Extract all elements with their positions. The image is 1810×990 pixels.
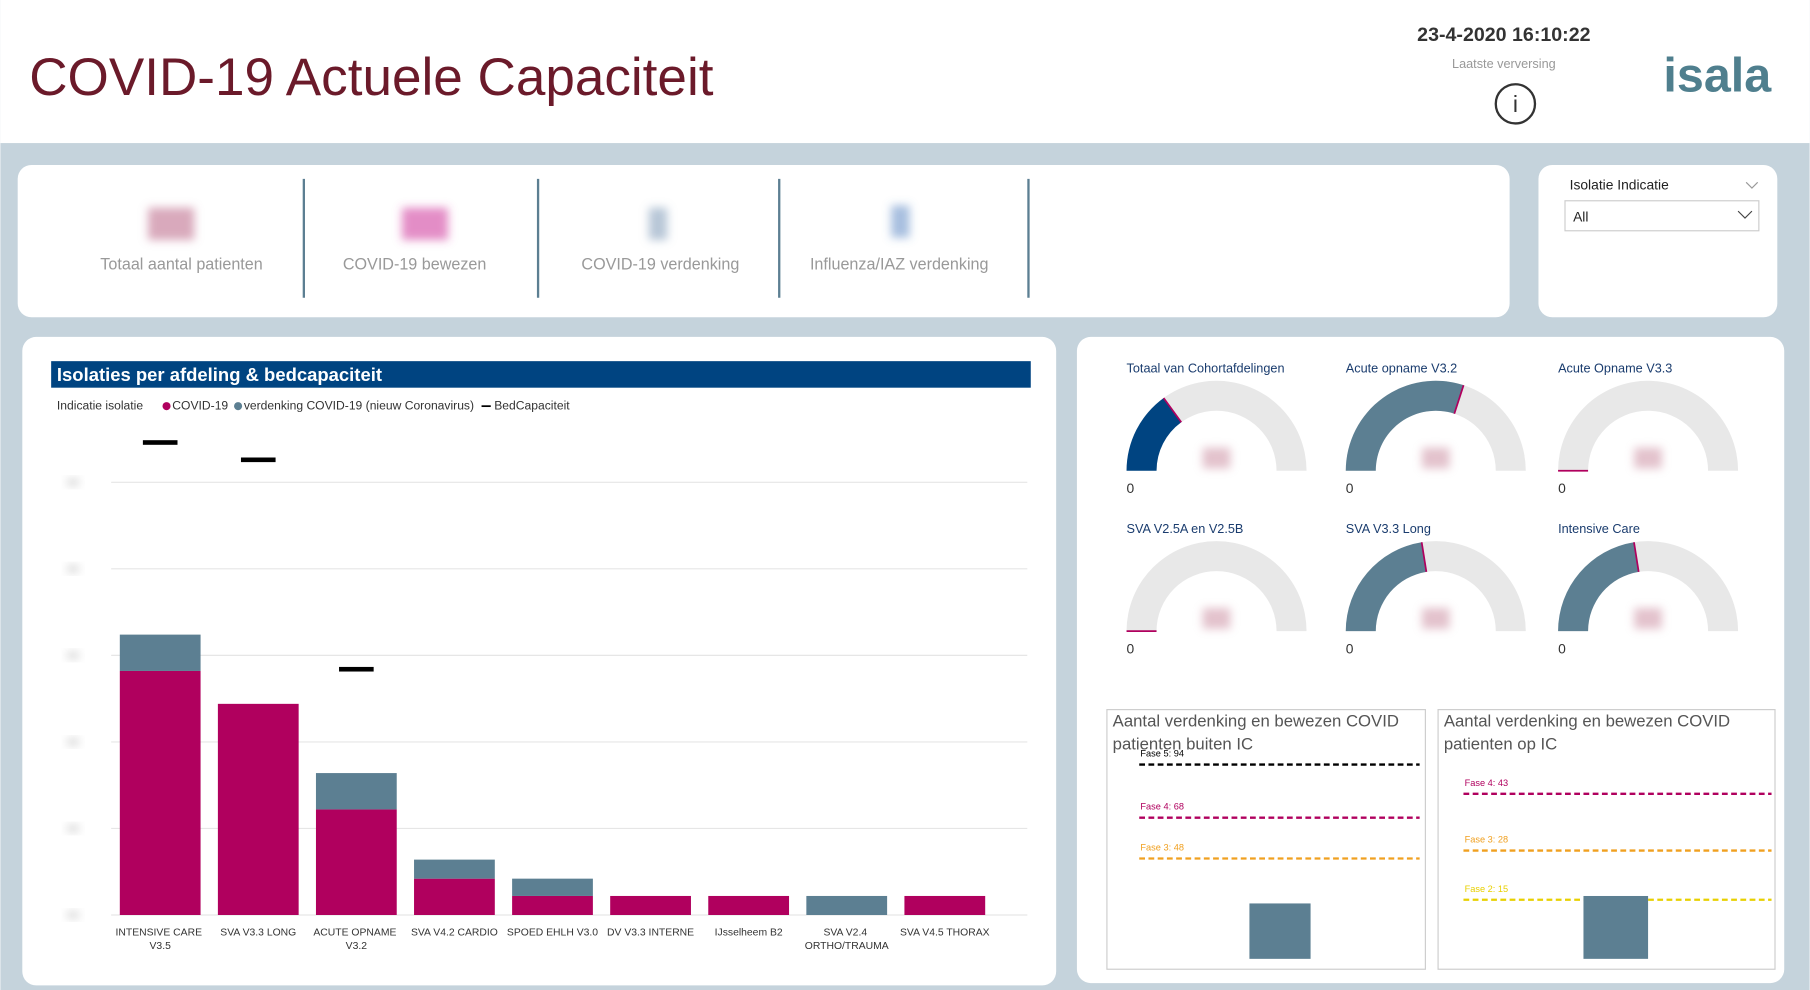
gauge-title: SVA V3.3 Long (1346, 522, 1431, 536)
phase-label: Fase 4: 43 (1465, 778, 1509, 788)
blurred-tick-label (67, 651, 79, 659)
gauge-min: 0 (1127, 640, 1135, 656)
phase-title: Aantal verdenking en bewezen COVID patie… (1444, 712, 1735, 754)
bar-segment (119, 634, 201, 671)
gauge-title: Acute Opname V3.3 (1558, 362, 1672, 376)
kpi-panel (17, 165, 1510, 318)
gauge-min: 0 (1346, 640, 1354, 656)
blurred-tick-label (67, 565, 79, 573)
phase-bar (1583, 895, 1649, 959)
bar-segment (217, 703, 299, 915)
phase-title: Aantal verdenking en bewezen COVID patie… (1113, 712, 1404, 754)
legend-label: COVID-19 (172, 398, 228, 412)
bar-segment (904, 895, 986, 915)
x-tick-label: SVA V4.2 CARDIO (411, 927, 498, 938)
gauge-title: SVA V2.5A en V2.5B (1127, 522, 1244, 536)
info-button[interactable]: i (1494, 83, 1537, 125)
gauge-track (1126, 380, 1307, 471)
legend-title: Indicatie isolatie (57, 398, 143, 412)
blurred-tick-label (67, 825, 79, 832)
kpi-dividers (302, 178, 1030, 298)
x-tick-label: IJsselheem B2 (715, 927, 783, 938)
capacity-marker (339, 666, 374, 672)
x-tick-label: SVA V2.4 ORTHO/TRAUMA (805, 927, 889, 952)
gauge-fill (1126, 397, 1182, 471)
refresh-label: Laatste verversing (1452, 57, 1556, 71)
bar-segment (708, 895, 790, 915)
phase-label: Fase 4: 68 (1140, 802, 1184, 812)
collapse-icon[interactable] (1745, 181, 1759, 189)
x-tick-label: SVA V3.3 LONG (220, 927, 296, 938)
svg-text:i: i (1513, 91, 1518, 117)
gauge-title: Acute opname V3.2 (1346, 362, 1457, 376)
phase-label: Fase 3: 48 (1140, 843, 1184, 853)
bar-segment (512, 878, 593, 896)
gauge-track (1126, 541, 1307, 632)
blurred-gauge-value (1634, 608, 1662, 629)
gauge-title: Intensive Care (1558, 522, 1640, 536)
legend-marker (162, 402, 171, 411)
phase-label: Fase 2: 15 (1465, 884, 1509, 894)
gauge-title: Totaal van Cohortafdelingen (1127, 362, 1285, 376)
gauge-min: 0 (1558, 640, 1566, 656)
legend-label: BedCapaciteit (494, 398, 570, 412)
x-tick-label: ACUTE OPNAME V3.2 (313, 927, 399, 952)
bar-segment (610, 895, 691, 915)
blurred-gauge-value (1421, 447, 1450, 469)
x-tick-label: DV V3.3 INTERNE (607, 927, 694, 938)
blurred-gauge-value (1634, 447, 1662, 469)
kpi-label: Totaal aantal patienten (100, 256, 262, 274)
gauge-target (1453, 384, 1465, 414)
gauge-min: 0 (1127, 480, 1135, 496)
gauge-min: 0 (1558, 480, 1566, 496)
x-tick-label: INTENSIVE CARE V3.5 (116, 927, 205, 952)
bar-segment (315, 773, 397, 810)
timestamp: 23-4-2020 16:10:22 (1417, 24, 1590, 46)
x-tick-label: SPOED EHLH V3.0 (507, 927, 598, 938)
legend-marker (234, 402, 243, 411)
blurred-tick-label (67, 911, 79, 919)
chart-header (51, 361, 1031, 388)
logo: isala (1663, 48, 1772, 102)
chart-title: Isolaties per afdeling & bedcapaciteit (57, 364, 382, 385)
gauge-track (1558, 380, 1739, 471)
blurred-tick-label (67, 478, 79, 486)
capacity-marker (142, 440, 178, 445)
bar-segment (512, 895, 593, 915)
blurred-tick-label (67, 738, 79, 746)
kpi-label: COVID-19 bewezen (343, 256, 487, 274)
kpi-label: COVID-19 verdenking (581, 256, 739, 274)
kpi-label: Influenza/IAZ verdenking (810, 256, 989, 274)
gauge-target (1420, 542, 1428, 573)
blurred-kpi-values (148, 205, 910, 240)
gauge-min: 0 (1346, 480, 1354, 496)
bar-segment (414, 859, 495, 879)
page-title: COVID-19 Actuele Capaciteit (29, 48, 713, 107)
capacity-marker (240, 457, 276, 463)
blurred-gauge-value (1202, 608, 1231, 629)
gauge-fill (1345, 380, 1464, 471)
filter-label: Isolatie Indicatie (1570, 176, 1669, 192)
phase-label: Fase 5: 94 (1140, 749, 1184, 759)
bar-segment (315, 809, 397, 915)
header (0, 0, 1810, 144)
bar-segment (806, 895, 888, 915)
gauge-target (1162, 397, 1182, 423)
phase-bar (1249, 903, 1311, 959)
gauge-fill (1558, 542, 1639, 632)
blurred-gauge-value (1421, 608, 1450, 629)
filter-value: All (1573, 209, 1588, 225)
gauge-target (1633, 542, 1640, 573)
legend-label: verdenking COVID-19 (nieuw Coronavirus) (244, 398, 474, 412)
blurred-gauge-value (1202, 447, 1231, 469)
bar-segment (414, 878, 495, 915)
filter-dropdown[interactable] (1564, 200, 1760, 232)
x-tick-label: SVA V4.5 THORAX (900, 927, 990, 938)
phase-label: Fase 3: 28 (1465, 835, 1509, 845)
bar-segment (119, 670, 201, 915)
gauge-fill (1345, 542, 1427, 632)
